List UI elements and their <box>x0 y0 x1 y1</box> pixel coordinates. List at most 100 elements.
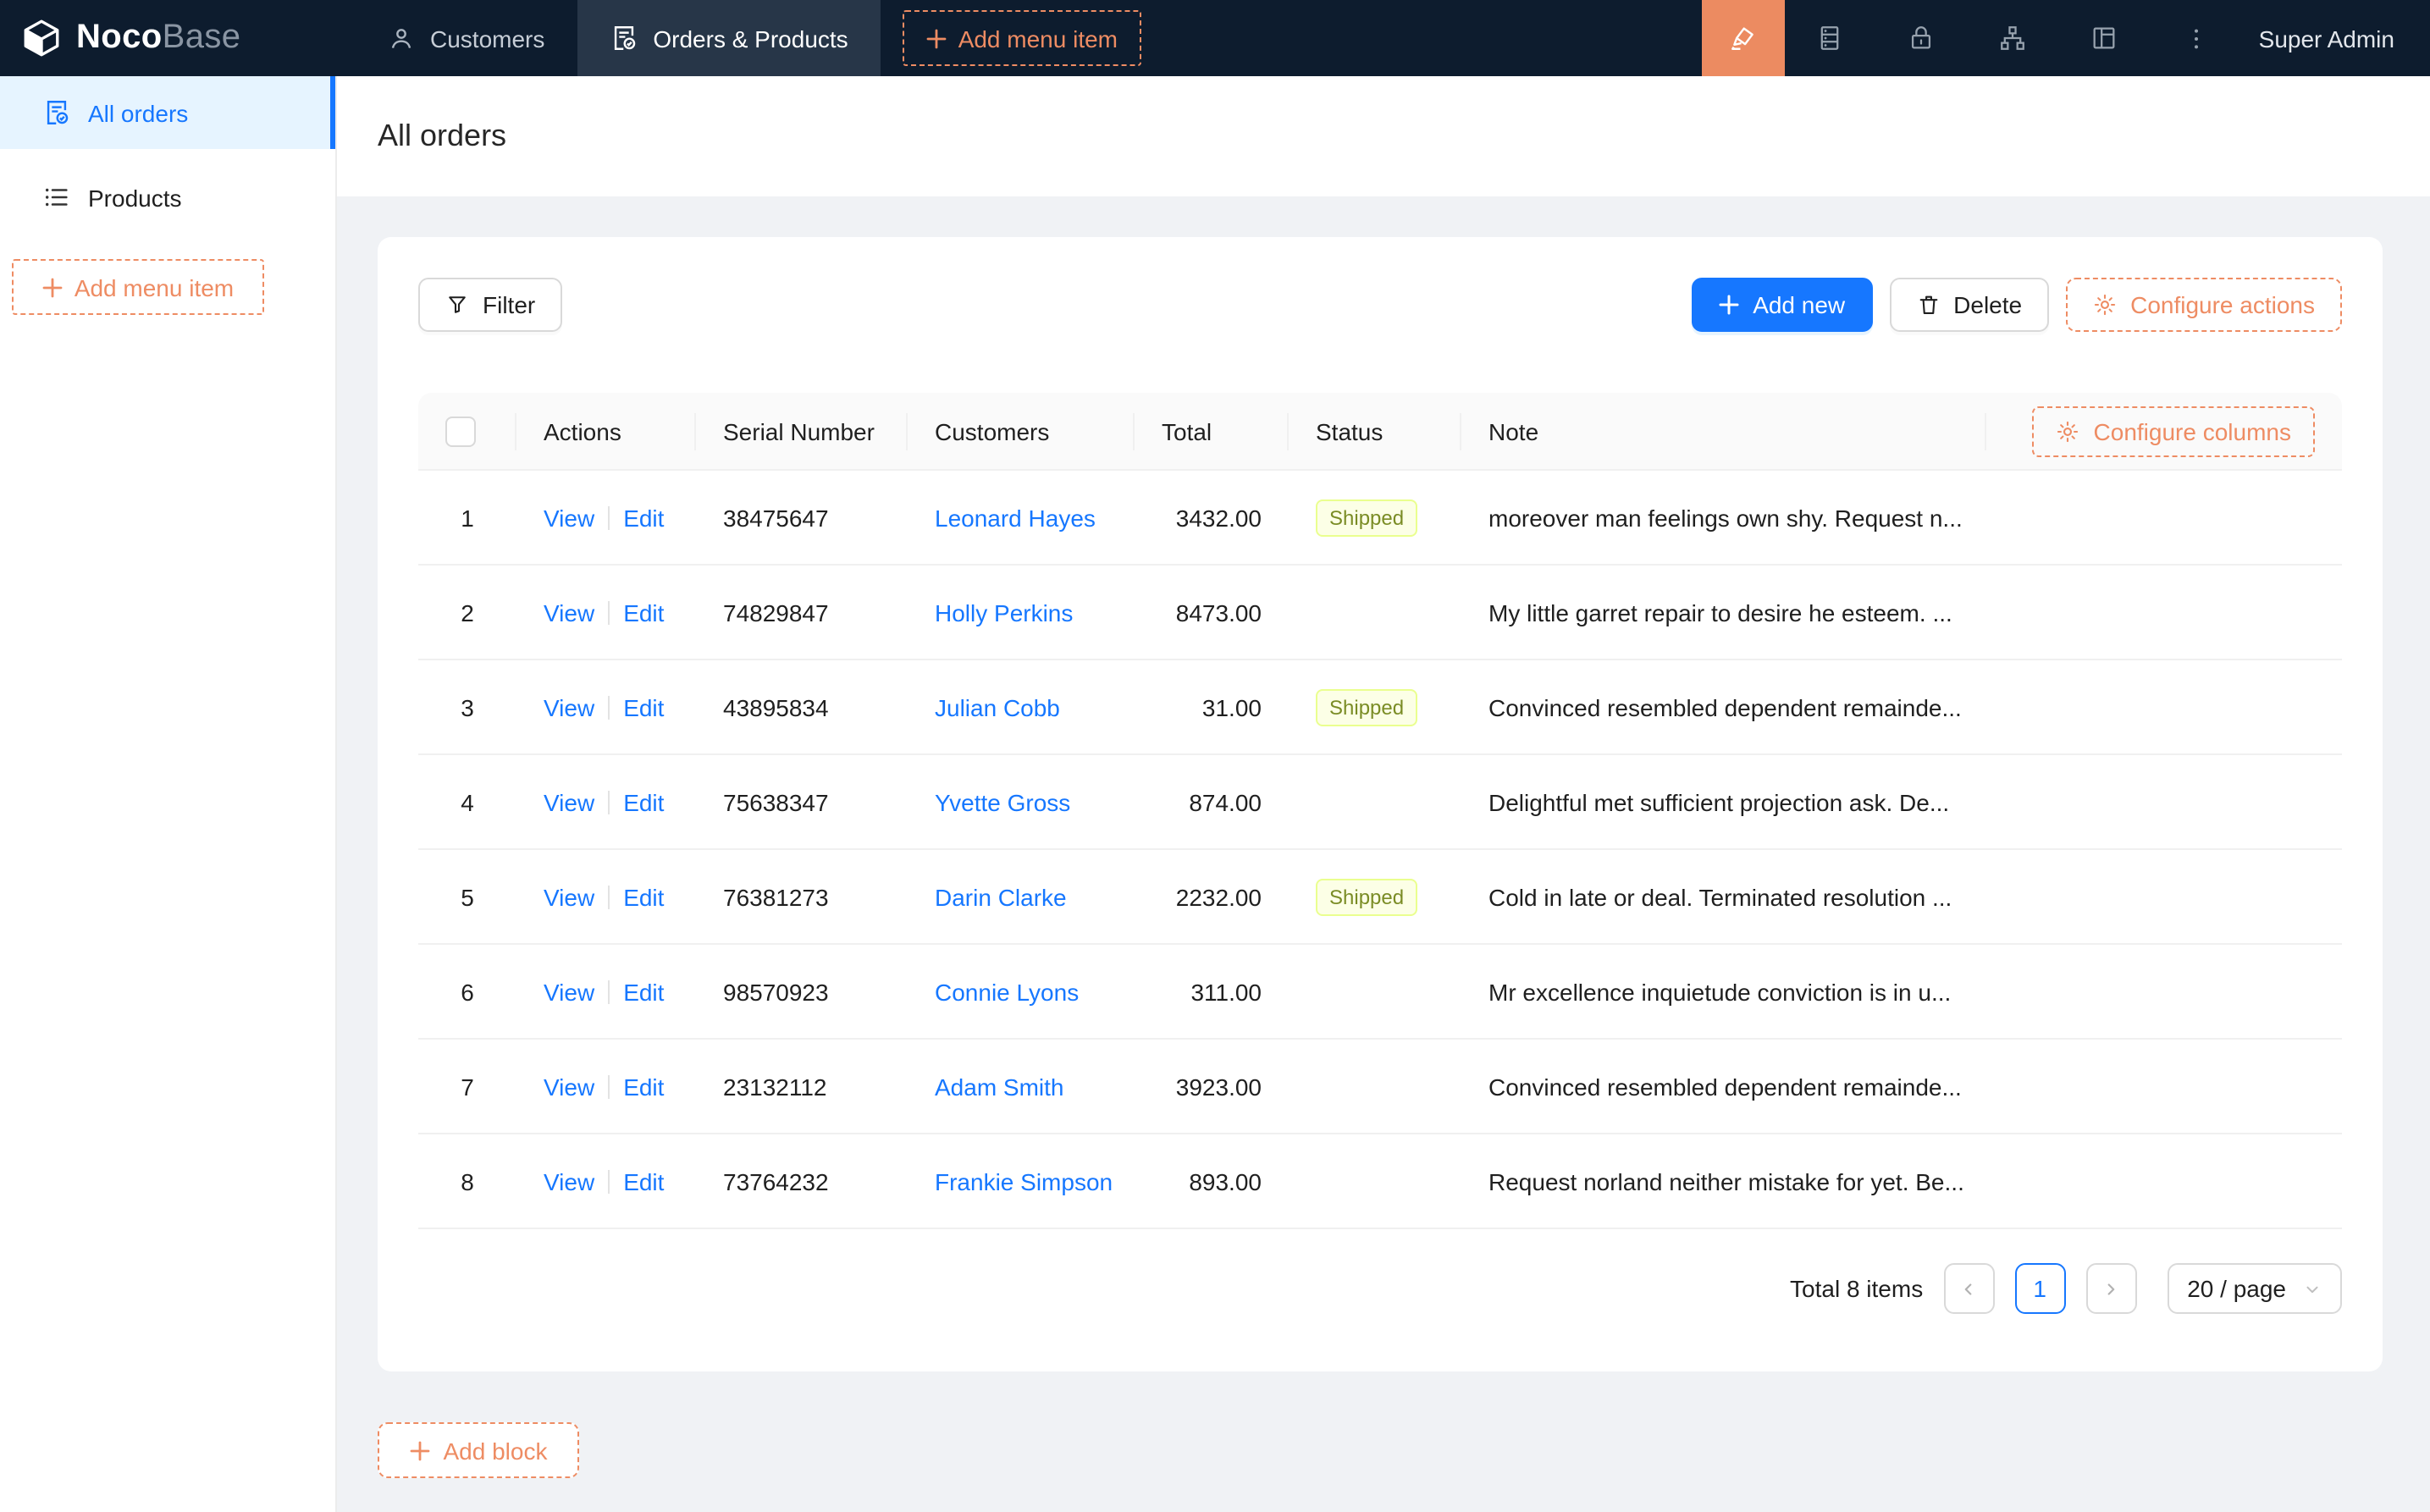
customer-link[interactable]: Holly Perkins <box>935 599 1074 626</box>
orders-table-block: Filter Add new <box>378 237 2383 1371</box>
select-all-checkbox[interactable] <box>445 416 476 447</box>
note-cell: moreover man feelings own shy. Request n… <box>1461 471 1986 566</box>
permissions-button[interactable] <box>1876 0 1968 76</box>
note-cell: Cold in late or deal. Terminated resolut… <box>1461 850 1986 945</box>
navbar-add-menu-item-label: Add menu item <box>958 25 1118 52</box>
navbar-add-menu-item-button[interactable]: Add menu item <box>902 10 1142 66</box>
status-badge: Shipped <box>1316 878 1418 915</box>
page-title: All orders <box>378 119 507 152</box>
ui-editor-button[interactable] <box>1701 0 1785 76</box>
layout-button[interactable] <box>2059 0 2151 76</box>
status-badge: Shipped <box>1316 499 1418 536</box>
add-new-button[interactable]: Add new <box>1692 278 1873 332</box>
brand: NocoBase <box>0 0 356 76</box>
table-row: 3 View Edit 43895834 Julian Cobb 31.00 Sh… <box>418 660 2342 755</box>
column-header-note: Note <box>1461 393 1986 471</box>
edit-link[interactable]: Edit <box>623 504 665 531</box>
total-cell: 874.00 <box>1135 755 1289 850</box>
chevron-down-icon <box>2303 1279 2322 1298</box>
sidebar-add-menu-item-button[interactable]: Add menu item <box>12 259 264 315</box>
gear-icon <box>2057 419 2080 443</box>
divider <box>608 600 610 624</box>
table-row: 4 View Edit 75638347 Yvette Gross 874.00 … <box>418 755 2342 850</box>
total-cell: 3923.00 <box>1135 1040 1289 1134</box>
row-index: 7 <box>418 1040 516 1134</box>
table-row: 8 View Edit 73764232 Frankie Simpson 893.… <box>418 1134 2342 1229</box>
view-link[interactable]: View <box>544 788 595 815</box>
view-link[interactable]: View <box>544 1073 595 1100</box>
customer-link[interactable]: Yvette Gross <box>935 788 1071 815</box>
column-header-customers: Customers <box>908 393 1135 471</box>
view-link[interactable]: View <box>544 599 595 626</box>
table-row: 6 View Edit 98570923 Connie Lyons 311.00 … <box>418 945 2342 1040</box>
edit-link[interactable]: Edit <box>623 1167 665 1195</box>
edit-link[interactable]: Edit <box>623 599 665 626</box>
table-row: 7 View Edit 23132112 Adam Smith 3923.00 C… <box>418 1040 2342 1134</box>
more-icon <box>2183 25 2210 52</box>
edit-link[interactable]: Edit <box>623 788 665 815</box>
layout-icon <box>2090 24 2119 52</box>
serial-number-cell: 98570923 <box>696 945 908 1040</box>
filter-icon <box>445 293 469 317</box>
total-cell: 2232.00 <box>1135 850 1289 945</box>
view-link[interactable]: View <box>544 1167 595 1195</box>
edit-link[interactable]: Edit <box>623 693 665 720</box>
status-badge: Shipped <box>1316 688 1418 726</box>
delete-label: Delete <box>1953 291 2023 318</box>
sidebar-item-all-orders[interactable]: All orders <box>0 76 335 149</box>
total-cell: 8473.00 <box>1135 566 1289 660</box>
logo-text-light: Base <box>162 19 241 56</box>
view-link[interactable]: View <box>544 978 595 1005</box>
user-icon <box>388 25 415 52</box>
row-index: 5 <box>418 850 516 945</box>
page-number-button[interactable]: 1 <box>2014 1263 2066 1314</box>
nav-tab-customers[interactable]: Customers <box>356 0 577 76</box>
customer-link[interactable]: Darin Clarke <box>935 883 1067 910</box>
column-header-total: Total <box>1135 393 1289 471</box>
table-row: 5 View Edit 76381273 Darin Clarke 2232.00… <box>418 850 2342 945</box>
customer-link[interactable]: Connie Lyons <box>935 978 1080 1005</box>
note-cell: Convinced resembled dependent remainde..… <box>1461 1040 1986 1134</box>
user-name: Super Admin <box>2258 25 2394 52</box>
database-button[interactable] <box>1785 0 1876 76</box>
total-cell: 3432.00 <box>1135 471 1289 566</box>
serial-number-cell: 76381273 <box>696 850 908 945</box>
more-button[interactable] <box>2151 0 2242 76</box>
view-link[interactable]: View <box>544 883 595 910</box>
customer-link[interactable]: Julian Cobb <box>935 693 1060 720</box>
view-link[interactable]: View <box>544 693 595 720</box>
column-header-status: Status <box>1289 393 1461 471</box>
edit-link[interactable]: Edit <box>623 883 665 910</box>
previous-page-button[interactable] <box>1943 1263 1995 1314</box>
customer-link[interactable]: Frankie Simpson <box>935 1167 1113 1195</box>
database-icon <box>1816 24 1845 52</box>
view-link[interactable]: View <box>544 504 595 531</box>
next-page-button[interactable] <box>2085 1263 2137 1314</box>
trash-icon <box>1916 293 1940 317</box>
nav-tab-orders-products[interactable]: Orders & Products <box>577 0 881 76</box>
nav-tab-label: Customers <box>430 25 545 52</box>
workflow-button[interactable] <box>1968 0 2059 76</box>
customer-link[interactable]: Leonard Hayes <box>935 504 1096 531</box>
page-size-select[interactable]: 20 / page <box>2167 1263 2342 1314</box>
pagination-total: Total 8 items <box>1790 1275 1924 1302</box>
divider <box>608 790 610 814</box>
row-index: 1 <box>418 471 516 566</box>
top-navbar: NocoBase Customers Orders & Produ <box>0 0 2430 76</box>
edit-link[interactable]: Edit <box>623 1073 665 1100</box>
add-block-button[interactable]: Add block <box>378 1422 579 1478</box>
table-row: 1 View Edit 38475647 Leonard Hayes 3432.0… <box>418 471 2342 566</box>
delete-button[interactable]: Delete <box>1889 278 2050 332</box>
sidebar-item-products[interactable]: Products <box>0 161 335 234</box>
configure-actions-button[interactable]: Configure actions <box>2066 278 2342 332</box>
row-index: 8 <box>418 1134 516 1229</box>
edit-link[interactable]: Edit <box>623 978 665 1005</box>
row-index: 6 <box>418 945 516 1040</box>
filter-button[interactable]: Filter <box>418 278 563 332</box>
order-doc-icon <box>609 24 638 52</box>
user-menu[interactable]: Super Admin <box>2242 0 2430 76</box>
serial-number-cell: 75638347 <box>696 755 908 850</box>
plus-icon <box>410 1440 430 1460</box>
configure-columns-button[interactable]: Configure columns <box>2032 406 2315 456</box>
customer-link[interactable]: Adam Smith <box>935 1073 1064 1100</box>
